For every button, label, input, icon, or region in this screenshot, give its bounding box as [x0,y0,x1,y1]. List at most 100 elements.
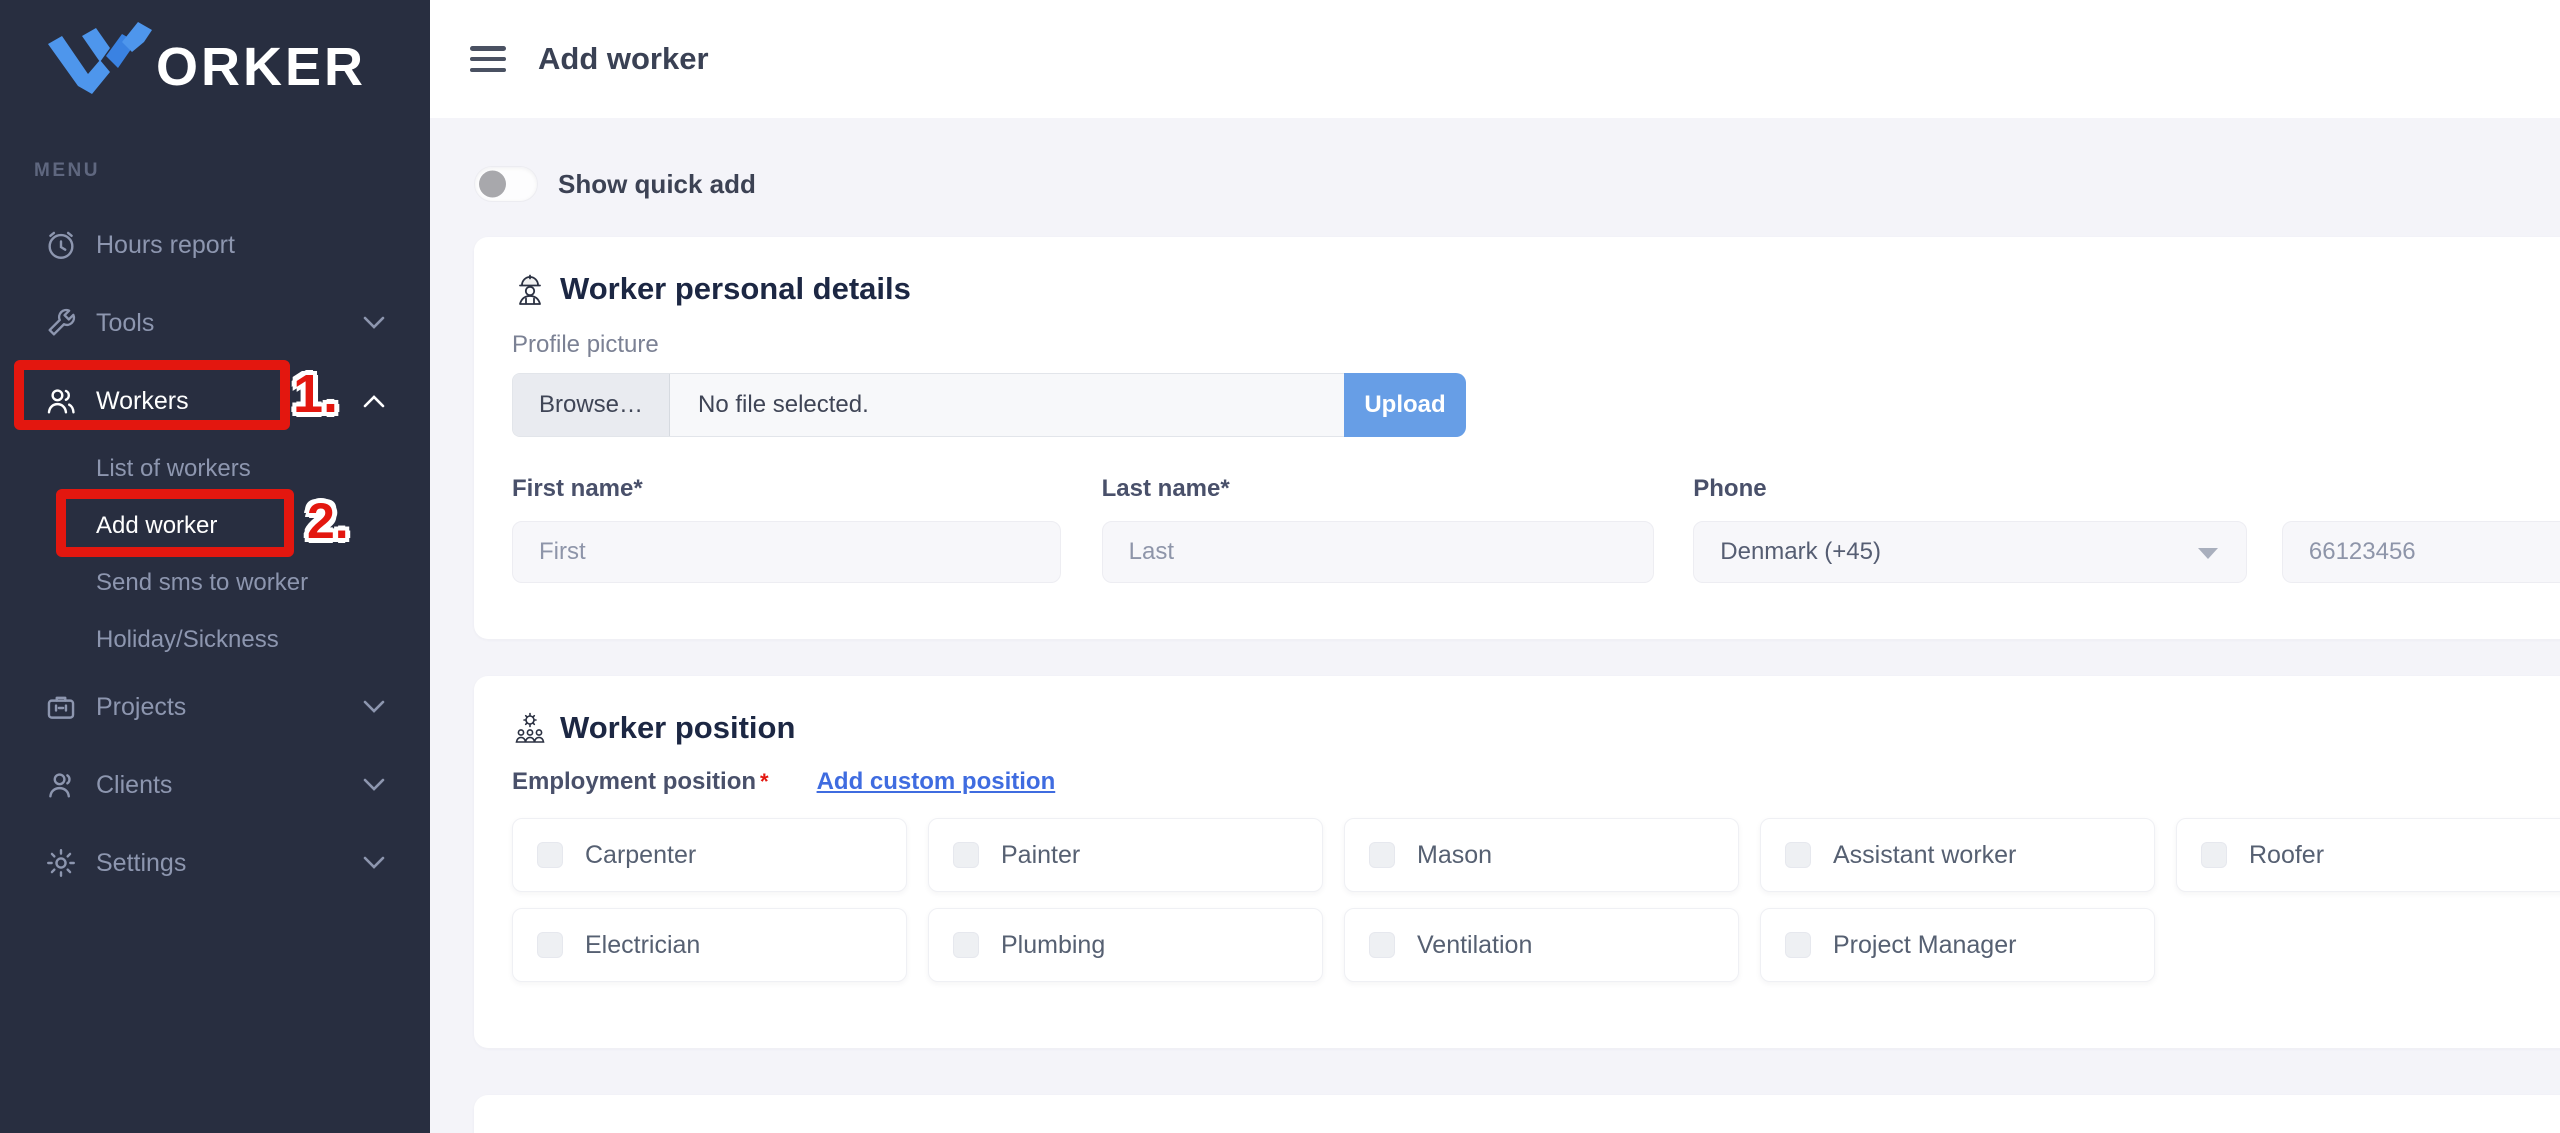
user-icon [49,773,71,798]
first-name-label: First name* [512,475,643,502]
sidebar-item-workers[interactable]: Workers [0,362,430,440]
position-label: Electrician [585,930,701,959]
sidebar-item-hours-report[interactable]: Hours report [0,206,430,284]
toggle-knob [479,170,506,198]
position-option-painter[interactable]: Painter [928,818,1323,892]
sidebar-item-label: Workers [96,386,189,415]
browse-button[interactable]: Browse… [513,374,671,436]
gear-icon [47,849,75,877]
sidebar-item-label: Settings [96,848,187,877]
checkbox-icon[interactable] [1369,932,1395,958]
position-label: Mason [1417,840,1493,869]
sidebar-item-label: Projects [96,692,187,721]
worker-position-card: Worker position Employment position * Ad… [474,676,2560,1048]
sidebar-item-label: Hours report [96,230,235,259]
workers-gear-icon [515,712,545,743]
phone-country-value: Denmark (+45) [1720,538,1881,565]
phone-number-label-spacer [2282,475,2560,505]
position-option-roofer[interactable]: Roofer [2176,818,2560,892]
card-title: Worker position [560,710,796,745]
profile-picture-file-row: Browse… No file selected. Upload [512,373,2560,437]
checkbox-icon[interactable] [537,932,563,958]
add-custom-position-link[interactable]: Add custom position [816,768,1056,795]
position-option-ventilation[interactable]: Ventilation [1344,908,1739,982]
quick-add-toggle-label: Show quick add [558,168,756,199]
sidebar-menu: Hours report Tools Workers List of worke… [0,206,430,902]
position-label: Assistant worker [1833,840,2017,869]
submenu-item-send-sms[interactable]: Send sms to worker [0,554,430,611]
sidebar-item-label: Clients [96,770,173,799]
chevron-down-icon [363,700,385,713]
logo-w-icon [48,22,152,99]
employment-position-label: Employment position [512,768,757,795]
checkbox-icon[interactable] [1785,842,1811,868]
positions-grid: Carpenter Painter Mason Assistant worker… [512,818,2560,982]
submenu-item-add-worker[interactable]: Add worker [0,497,430,554]
hamburger-menu-icon[interactable] [470,46,506,72]
phone-country-select[interactable]: Denmark (+45) [1693,521,2247,583]
submenu-item-label: Holiday/Sickness [96,625,279,653]
position-option-assistant-worker[interactable]: Assistant worker [1760,818,2155,892]
last-name-input[interactable] [1101,521,1655,583]
quick-add-toggle-row: Show quick add [474,164,2560,204]
position-option-project-manager[interactable]: Project Manager [1760,908,2155,982]
sidebar-item-projects[interactable]: Projects [0,668,430,746]
profile-picture-label: Profile picture [512,331,659,358]
workers-submenu: List of workers Add worker Send sms to w… [0,440,430,668]
construction-worker-icon [519,274,541,305]
dropdown-arrow-icon [2197,548,2218,559]
position-option-electrician[interactable]: Electrician [512,908,907,982]
app-logo[interactable]: ORKER [48,22,366,99]
chevron-down-icon [363,316,385,329]
menu-section-label: MENU [34,160,100,181]
sidebar-item-settings[interactable]: Settings [0,824,430,902]
submenu-item-label: List of workers [96,454,251,482]
position-label: Painter [1001,840,1081,869]
main-content: Show quick add Worker personal details P… [430,118,2560,1133]
alarm-clock-icon [48,231,74,259]
phone-label: Phone [1693,475,1767,502]
position-option-plumbing[interactable]: Plumbing [928,908,1323,982]
chevron-down-icon [363,778,385,791]
sidebar-item-clients[interactable]: Clients [0,746,430,824]
checkbox-icon[interactable] [953,932,979,958]
position-label: Project Manager [1833,930,2017,959]
file-input[interactable]: Browse… No file selected. [512,373,1344,437]
upload-button[interactable]: Upload [1344,373,1466,437]
logo-text: ORKER [156,37,367,97]
position-label: Ventilation [1417,930,1533,959]
wrench-icon [48,308,76,336]
position-option-carpenter[interactable]: Carpenter [512,818,907,892]
sidebar-item-tools[interactable]: Tools [0,284,430,362]
chevron-down-icon [363,856,385,869]
last-name-label: Last name* [1101,475,1230,502]
checkbox-icon[interactable] [537,842,563,868]
position-label: Roofer [2249,840,2325,869]
quick-add-toggle[interactable] [474,166,538,202]
page-title: Add worker [538,41,709,76]
submenu-item-list-of-workers[interactable]: List of workers [0,440,430,497]
sidebar: ORKER MENU Hours report Tools Workers [0,0,430,1133]
first-name-input[interactable] [512,521,1061,583]
submenu-item-label: Add worker [96,511,218,539]
worker-personal-details-card: Worker personal details Profile picture … [474,237,2560,639]
position-label: Carpenter [585,840,697,869]
next-section-card [474,1095,2560,1133]
checkbox-icon[interactable] [1369,842,1395,868]
required-asterisk: * [760,769,769,794]
card-heading: Worker position [512,710,2560,746]
submenu-item-label: Send sms to worker [96,568,309,596]
card-heading: Worker personal details [512,271,2560,307]
checkbox-icon[interactable] [1785,932,1811,958]
phone-number-input[interactable] [2281,521,2560,583]
checkbox-icon[interactable] [953,842,979,868]
sidebar-item-label: Tools [96,308,155,337]
position-option-mason[interactable]: Mason [1344,818,1739,892]
top-header: Add worker [430,0,2560,118]
employment-position-row: Employment position * Add custom positio… [512,768,2560,796]
checkbox-icon[interactable] [2201,842,2227,868]
card-title: Worker personal details [560,271,911,306]
file-status-text: No file selected. [698,391,869,418]
submenu-item-holiday-sickness[interactable]: Holiday/Sickness [0,611,430,668]
users-icon [47,389,75,414]
